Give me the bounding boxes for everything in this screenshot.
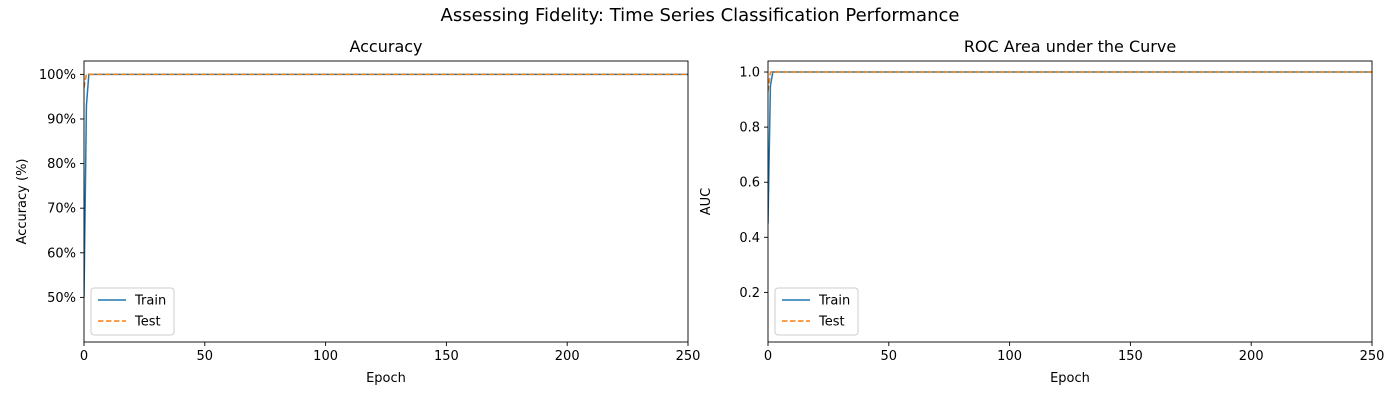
accuracy-x-tick-label: 100 xyxy=(313,349,338,364)
auc-series-train-line xyxy=(768,71,1372,224)
auc-series-test-line xyxy=(768,71,1372,92)
figure-title: Assessing Fidelity: Time Series Classifi… xyxy=(440,5,960,26)
accuracy-y-tick-label: 70% xyxy=(47,202,76,217)
auc-legend-label-train: Train xyxy=(818,294,850,309)
accuracy-series-train-line xyxy=(84,73,688,298)
auc-y-tick-label: 1.0 xyxy=(739,66,760,81)
accuracy-axes-frame xyxy=(83,60,689,343)
auc-x-tick-label: 200 xyxy=(1239,349,1264,364)
accuracy-legend-label-test: Test xyxy=(134,315,161,330)
auc-chart: ROC Area under the Curve 0 50 100 150 200 250 0… xyxy=(699,37,1384,386)
auc-x-tick-label: 150 xyxy=(1118,349,1143,364)
accuracy-x-tick-label: 200 xyxy=(555,349,580,364)
accuracy-legend-label-train: Train xyxy=(134,294,166,309)
auc-y-axis-label: AUC xyxy=(699,188,714,216)
auc-x-tick-label: 0 xyxy=(764,349,772,364)
auc-x-tick-label: 100 xyxy=(997,349,1022,364)
auc-chart-title: ROC Area under the Curve xyxy=(964,37,1176,56)
accuracy-y-axis-label: Accuracy (%) xyxy=(15,159,30,245)
accuracy-x-tick-label: 50 xyxy=(197,349,214,364)
accuracy-chart: Accuracy 0 50 100 150 200 250 50% 60% 70% 80% 90% 10… xyxy=(15,37,700,386)
accuracy-x-tick-label: 0 xyxy=(80,349,88,364)
auc-x-axis-label: Epoch xyxy=(1050,371,1090,386)
accuracy-y-tick-label: 50% xyxy=(47,291,76,306)
auc-y-tick-label: 0.2 xyxy=(739,286,760,301)
accuracy-y-tick-label: 60% xyxy=(47,246,76,261)
accuracy-y-tick-label: 80% xyxy=(47,157,76,172)
accuracy-x-axis-label: Epoch xyxy=(366,371,406,386)
auc-y-tick-label: 0.6 xyxy=(739,176,760,191)
accuracy-series-group xyxy=(84,73,688,298)
accuracy-x-tick-label: 250 xyxy=(676,349,701,364)
accuracy-legend: Train Test xyxy=(90,287,175,336)
auc-x-tick-label: 250 xyxy=(1360,349,1385,364)
accuracy-y-tick-label: 90% xyxy=(47,112,76,127)
auc-axes-frame xyxy=(767,60,1373,343)
auc-legend: Train Test xyxy=(774,287,859,336)
auc-y-tick-label: 0.8 xyxy=(739,121,760,136)
accuracy-chart-title: Accuracy xyxy=(349,37,422,56)
auc-legend-label-test: Test xyxy=(818,315,845,330)
auc-x-tick-label: 50 xyxy=(881,349,898,364)
accuracy-series-test-line xyxy=(84,73,688,88)
accuracy-y-tick-label: 100% xyxy=(39,68,76,83)
auc-y-tick-label: 0.4 xyxy=(739,231,760,246)
auc-series-group xyxy=(768,71,1372,224)
accuracy-x-tick-label: 150 xyxy=(434,349,459,364)
